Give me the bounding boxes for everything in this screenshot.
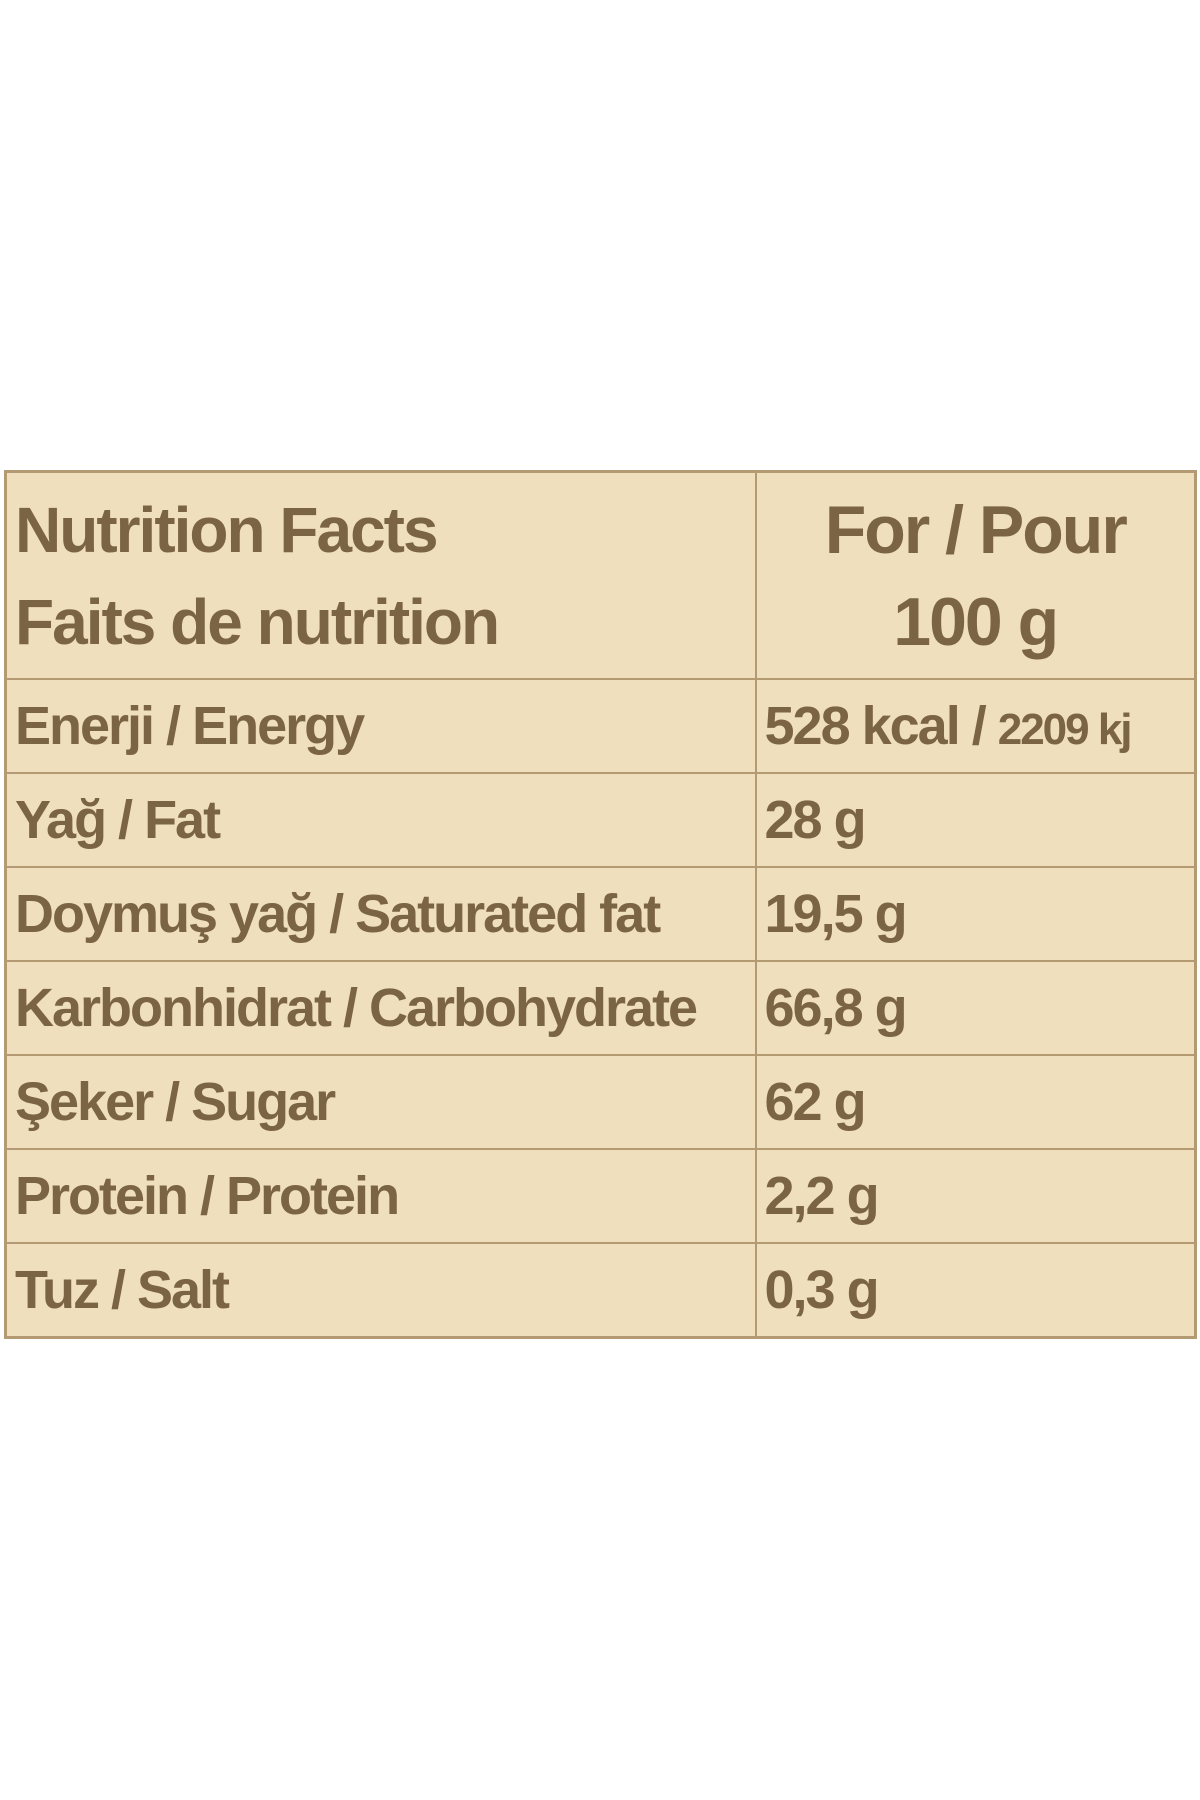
nutrient-label: Protein / Protein [4,1148,757,1244]
title-english: Nutrition Facts [15,493,439,566]
nutrient-value: 66,8 g [754,960,1197,1056]
nutrient-value: 62 g [754,1054,1197,1150]
per-label: For / Pour [824,491,1128,568]
table-row: Enerji / Energy 528 kcal / 2209 kj [4,678,1197,774]
nutrient-value: 528 kcal / 2209 kj [754,678,1197,774]
nutrient-value: 28 g [754,772,1197,868]
table-row: Doymuş yağ / Saturated fat 19,5 g [4,866,1197,962]
table-header-row: Nutrition Facts Faits de nutrition For /… [4,470,1197,680]
table-row: Tuz / Salt 0,3 g [4,1242,1197,1339]
nutrient-label: Doymuş yağ / Saturated fat [4,866,757,962]
nutrient-label: Karbonhidrat / Carbohydrate [4,960,757,1056]
per-amount-cell: For / Pour 100 g [754,470,1197,680]
table-row: Protein / Protein 2,2 g [4,1148,1197,1244]
nutrient-label: Şeker / Sugar [4,1054,757,1150]
nutrition-facts-table: Nutrition Facts Faits de nutrition For /… [4,470,1197,1339]
energy-kcal: 528 kcal / [764,696,998,756]
nutrient-label: Enerji / Energy [4,678,757,774]
table-row: Yağ / Fat 28 g [4,772,1197,868]
table-row: Şeker / Sugar 62 g [4,1054,1197,1150]
table-row: Karbonhidrat / Carbohydrate 66,8 g [4,960,1197,1056]
table-title-cell: Nutrition Facts Faits de nutrition [4,470,757,680]
energy-kj: 2209 kj [997,705,1133,754]
nutrient-value: 19,5 g [754,866,1197,962]
nutrient-label: Yağ / Fat [4,772,757,868]
nutrient-value: 2,2 g [754,1148,1197,1244]
per-amount: 100 g [893,583,1059,660]
nutrient-value: 0,3 g [754,1242,1197,1339]
title-french: Faits de nutrition [15,585,500,658]
nutrient-label: Tuz / Salt [4,1242,757,1339]
